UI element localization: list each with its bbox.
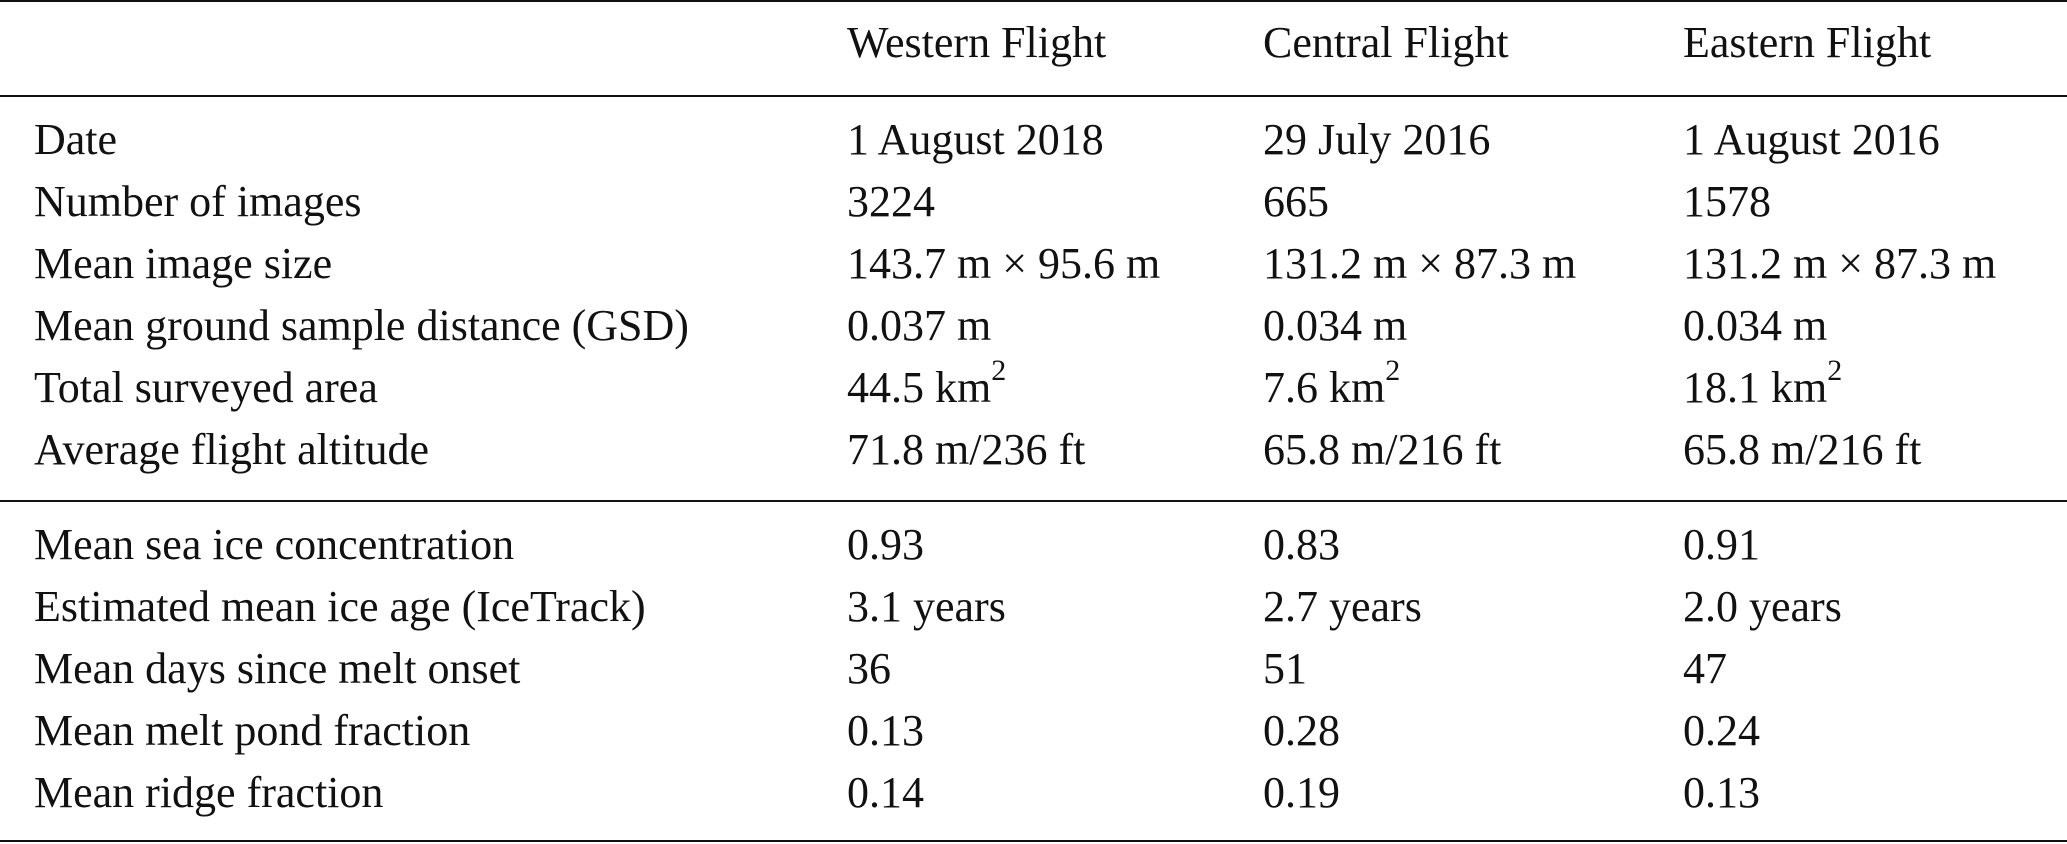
row-label: Mean melt pond fraction xyxy=(34,706,471,755)
area-unit-superscript: 2 xyxy=(991,354,1007,388)
eastern-value: 0.034 m xyxy=(1683,301,1828,350)
eastern-value: 0.13 xyxy=(1683,768,1760,817)
western-value: 0.13 xyxy=(847,706,924,755)
central-value: 2.7 years xyxy=(1263,582,1422,631)
western-value: 0.14 xyxy=(847,768,924,817)
central-value: 65.8 m/216 ft xyxy=(1263,425,1502,474)
row-label: Date xyxy=(34,115,118,164)
row-label: Estimated mean ice age (IceTrack) xyxy=(34,582,646,631)
eastern-value: 1578 xyxy=(1683,177,1771,226)
row-label: Mean ridge fraction xyxy=(34,768,384,817)
eastern-value: 131.2 m × 87.3 m xyxy=(1683,239,1997,288)
row-label: Total surveyed area xyxy=(34,363,378,412)
row-label: Number of images xyxy=(34,177,362,226)
area-unit-superscript: 2 xyxy=(1827,354,1843,388)
eastern-value: 1 August 2016 xyxy=(1683,115,1940,164)
eastern-value: 18.1 km2 xyxy=(1683,354,1843,412)
central-value: 0.83 xyxy=(1263,520,1340,569)
eastern-value: 0.24 xyxy=(1683,706,1760,755)
area-unit-superscript: 2 xyxy=(1385,354,1401,388)
row-label: Mean image size xyxy=(34,239,333,288)
western-value: 71.8 m/236 ft xyxy=(847,425,1086,474)
central-value: 51 xyxy=(1263,644,1307,693)
central-value: 7.6 km2 xyxy=(1263,354,1401,412)
header-western-flight: Western Flight xyxy=(847,18,1107,67)
eastern-value: 0.91 xyxy=(1683,520,1760,569)
central-value: 0.034 m xyxy=(1263,301,1408,350)
western-value: 0.93 xyxy=(847,520,924,569)
header-eastern-flight: Eastern Flight xyxy=(1683,18,1932,67)
eastern-value: 65.8 m/216 ft xyxy=(1683,425,1922,474)
row-label: Average flight altitude xyxy=(34,425,430,474)
row-label: Mean ground sample distance (GSD) xyxy=(34,301,689,350)
western-value: 36 xyxy=(847,644,891,693)
table-bottom-rule xyxy=(0,840,2067,842)
central-value: 0.28 xyxy=(1263,706,1340,755)
section-divider-rule xyxy=(0,500,2067,502)
header-divider-rule xyxy=(0,95,2067,97)
western-value: 0.037 m xyxy=(847,301,992,350)
eastern-value: 2.0 years xyxy=(1683,582,1842,631)
central-value: 0.19 xyxy=(1263,768,1340,817)
row-label: Mean days since melt onset xyxy=(34,644,521,693)
central-value: 131.2 m × 87.3 m xyxy=(1263,239,1577,288)
table-top-rule xyxy=(0,0,2067,2)
central-value: 665 xyxy=(1263,177,1329,226)
header-central-flight: Central Flight xyxy=(1263,18,1509,67)
central-value: 29 July 2016 xyxy=(1263,115,1491,164)
western-value: 44.5 km2 xyxy=(847,354,1007,412)
eastern-value: 47 xyxy=(1683,644,1727,693)
western-value: 3.1 years xyxy=(847,582,1006,631)
row-label: Mean sea ice concentration xyxy=(34,520,515,569)
western-value: 3224 xyxy=(847,177,935,226)
western-value: 143.7 m × 95.6 m xyxy=(847,239,1161,288)
western-value: 1 August 2018 xyxy=(847,115,1104,164)
